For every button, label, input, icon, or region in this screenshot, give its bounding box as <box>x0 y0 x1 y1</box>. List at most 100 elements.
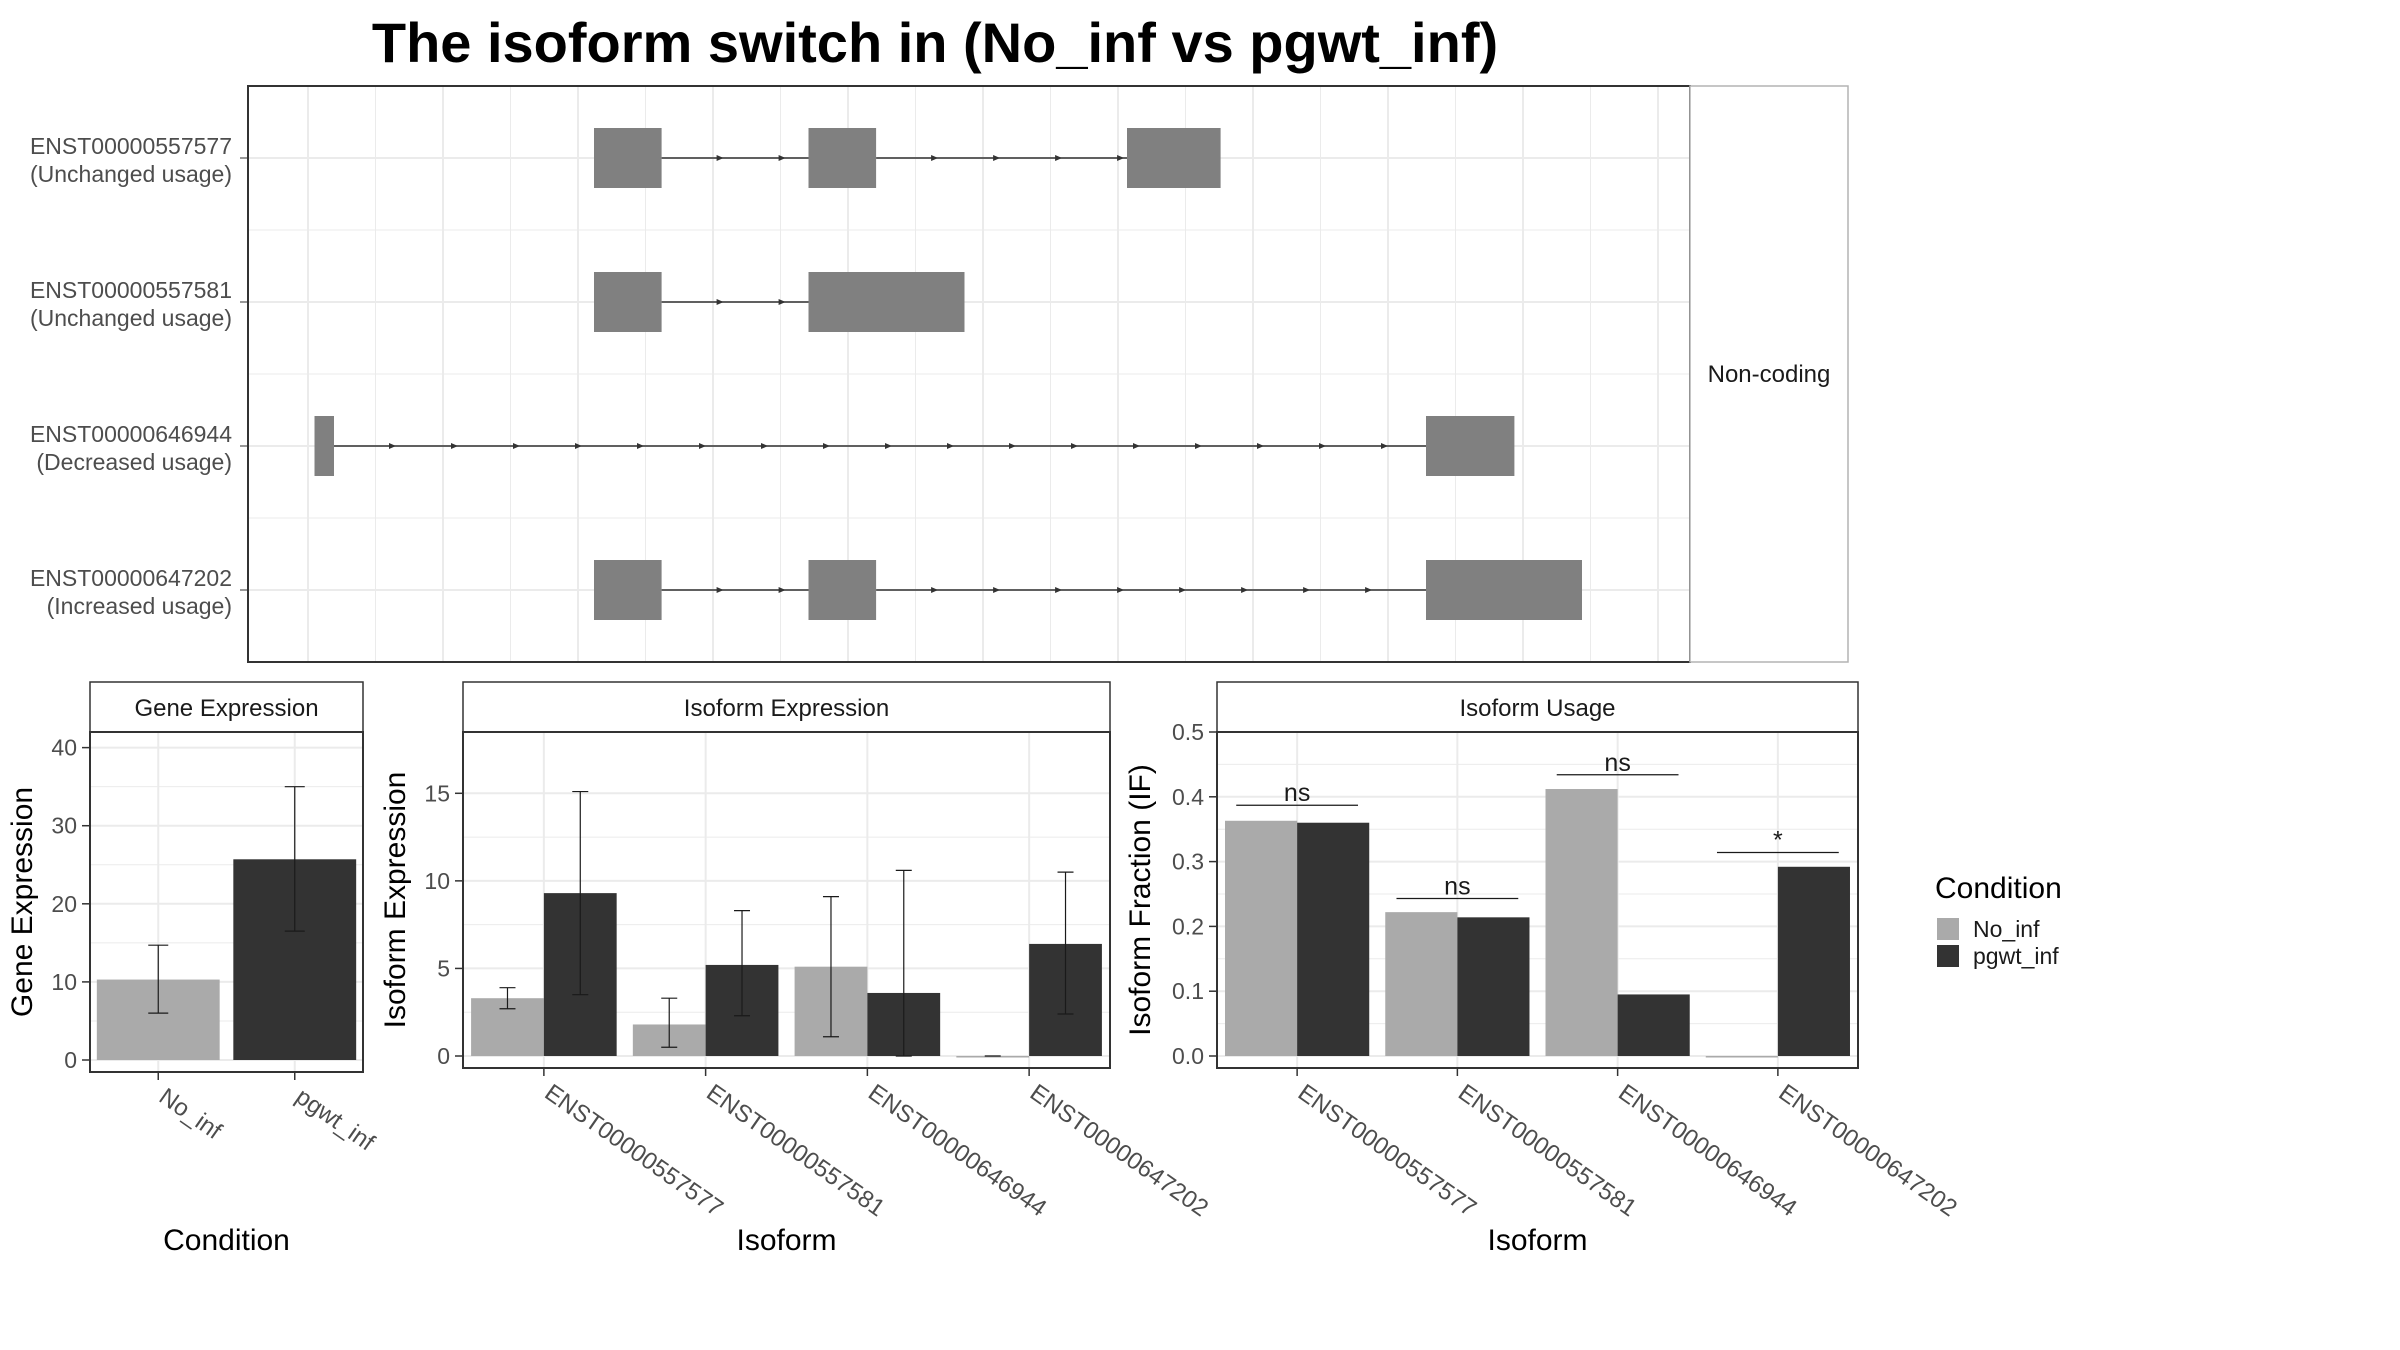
intron-direction-arrow <box>1009 443 1016 449</box>
isoform-expression-panel: Isoform Expression051015ENST00000557577E… <box>379 681 1213 1257</box>
intron-direction-arrow <box>637 443 644 449</box>
intron-direction-arrow <box>1241 587 1249 593</box>
legend-key-pgwt_inf <box>1937 945 1959 967</box>
y-axis-title: Isoform Expression <box>379 772 412 1029</box>
transcript-id-label: ENST00000647202 <box>30 565 232 591</box>
intron-direction-arrow <box>575 443 582 449</box>
panel-border <box>89 731 364 1073</box>
transcript-status-label: (Decreased usage) <box>36 449 232 475</box>
x-axis-title: Isoform <box>1487 1224 1587 1257</box>
intron-direction-arrow <box>1133 443 1140 449</box>
tick-label-x: ENST00000557581 <box>701 1079 889 1222</box>
tick-label-y: 30 <box>51 813 77 839</box>
facet-strip <box>1216 681 1859 733</box>
exon-block <box>808 560 877 620</box>
significance-label: ns <box>1444 873 1470 901</box>
intron-direction-arrow <box>993 155 1001 161</box>
bar-pgwt_inf <box>1777 866 1850 1056</box>
intron-direction-arrow <box>513 443 520 449</box>
intron-direction-arrow <box>823 443 830 449</box>
tick-label-y: 15 <box>424 780 450 806</box>
tick-label-y: 40 <box>51 735 77 761</box>
bar-No_inf <box>1545 789 1618 1056</box>
intron-direction-arrow <box>1365 587 1373 593</box>
intron-direction-arrow <box>778 587 786 593</box>
x-axis-title: Condition <box>163 1224 290 1257</box>
transcript-id-label: ENST00000557581 <box>30 277 232 303</box>
bar-No_inf <box>956 1056 1030 1058</box>
exon-block <box>594 128 662 188</box>
exon-block <box>594 560 662 620</box>
intron-direction-arrow <box>931 155 939 161</box>
legend-key-No_inf <box>1937 918 1959 940</box>
intron-direction-arrow <box>778 299 786 305</box>
exon-block <box>594 272 662 332</box>
tick-label-y: 0.0 <box>1172 1043 1204 1069</box>
tick-label-y: 10 <box>51 969 77 995</box>
transcript-status-label: (Unchanged usage) <box>30 305 232 331</box>
tick-label-x: pgwt_inf <box>291 1083 380 1157</box>
isoform-structure-panel: ENST00000557577(Unchanged usage)ENST0000… <box>30 85 1849 663</box>
transcript-id-label: ENST00000646944 <box>30 421 232 447</box>
y-axis-title: Gene Expression <box>6 787 39 1017</box>
tick-label-x: ENST00000557577 <box>540 1079 728 1222</box>
significance-label: ns <box>1284 779 1310 807</box>
intron-direction-arrow <box>761 443 768 449</box>
intron-direction-arrow <box>1117 587 1125 593</box>
facet-strip <box>89 681 364 733</box>
facet-label-non-coding: Non-coding <box>1708 361 1831 388</box>
intron-direction-arrow <box>716 299 724 305</box>
intron-direction-arrow <box>947 443 954 449</box>
legend-label-No_inf: No_inf <box>1973 916 2040 942</box>
intron-direction-arrow <box>389 443 396 449</box>
x-axis-title: Isoform <box>736 1224 836 1257</box>
exon-block <box>808 272 965 332</box>
bar-No_inf <box>1705 1056 1778 1058</box>
intron-direction-arrow <box>716 155 724 161</box>
facet-strip-label: Gene Expression <box>134 695 318 722</box>
intron-direction-arrow <box>1195 443 1202 449</box>
tick-label-y: 0.5 <box>1172 719 1204 745</box>
tick-label-y: 0.3 <box>1172 849 1204 875</box>
intron-direction-arrow <box>1055 587 1063 593</box>
tick-label-x: ENST00000647202 <box>1025 1079 1213 1222</box>
intron-direction-arrow <box>451 443 458 449</box>
facet-strip <box>462 681 1111 733</box>
tick-label-x: No_inf <box>154 1083 227 1145</box>
tick-label-y: 0.1 <box>1172 978 1204 1004</box>
tick-label-y: 0 <box>437 1043 450 1069</box>
intron-direction-arrow <box>1117 155 1125 161</box>
exon-block <box>808 128 877 188</box>
legend-title: Condition <box>1935 872 2062 905</box>
intron-direction-arrow <box>993 587 1001 593</box>
intron-direction-arrow <box>1179 587 1187 593</box>
isoform-usage-panel: Isoform Usage 0.0 0.1 0.2 0.3 0.4 0.5 ns ENST000… <box>1124 681 1962 1257</box>
bar-No_inf <box>1225 820 1298 1056</box>
intron-direction-arrow <box>716 587 724 593</box>
transcript-status-label: (Unchanged usage) <box>30 161 232 187</box>
bar-No_inf <box>1385 912 1458 1056</box>
intron-direction-arrow <box>1257 443 1264 449</box>
bar-pgwt_inf <box>1297 822 1370 1056</box>
tick-label-x: ENST00000647202 <box>1774 1079 1962 1222</box>
intron-direction-arrow <box>885 443 892 449</box>
y-axis-title: Isoform Fraction (IF) <box>1124 764 1157 1036</box>
tick-label-y: 0 <box>64 1047 77 1073</box>
exon-block <box>314 416 334 476</box>
intron-direction-arrow <box>778 155 786 161</box>
gene-expression-panel: Gene Expression 0 10 20 30 40 No_inf pgwt_inf Ge… <box>6 681 380 1257</box>
structure-facet-strip <box>1689 85 1849 663</box>
facet-strip-label: Isoform Expression <box>684 695 889 722</box>
legend-label-pgwt_inf: pgwt_inf <box>1973 943 2059 969</box>
facet-strip-label: Isoform Usage <box>1459 695 1615 722</box>
transcript-id-label: ENST00000557577 <box>30 133 232 159</box>
panel-border <box>462 731 1111 1069</box>
intron-direction-arrow <box>1381 443 1388 449</box>
exon-block <box>1127 128 1221 188</box>
significance-label: ns <box>1604 749 1630 777</box>
tick-label-y: 5 <box>437 955 450 981</box>
tick-label-y: 0.4 <box>1172 784 1204 810</box>
intron-direction-arrow <box>1071 443 1078 449</box>
